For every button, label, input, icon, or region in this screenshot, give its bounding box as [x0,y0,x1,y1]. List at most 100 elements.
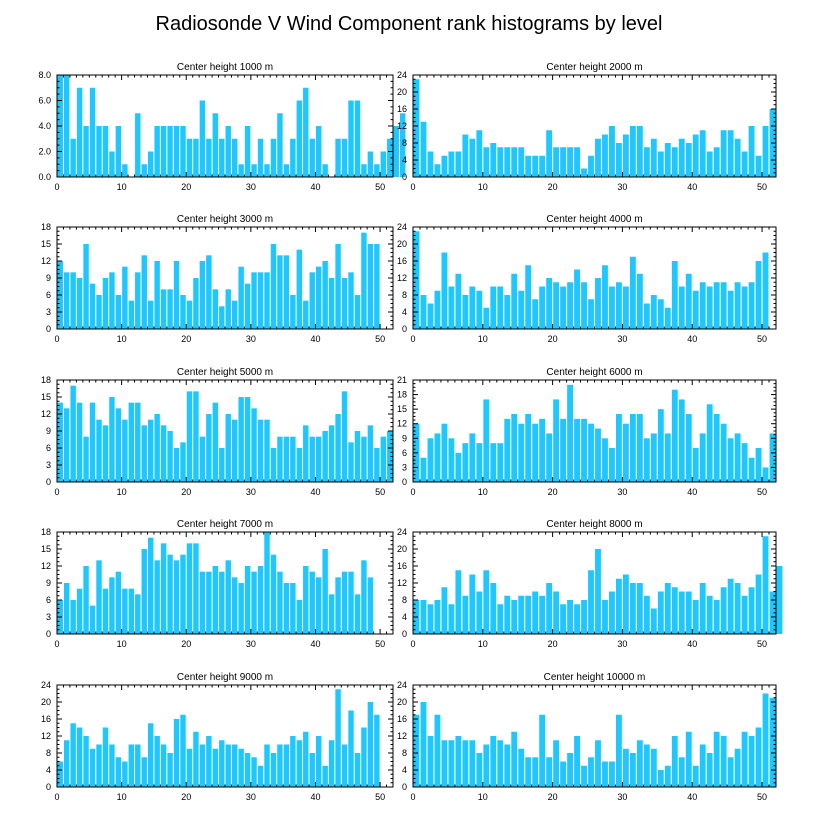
histogram-panel-2: Center height 2000 m 0 10 20 30 40 50 0 4 8 12 16 20… [397,62,777,192]
histogram-bar [251,571,257,634]
histogram-bar [173,261,180,329]
y-tick-label: 18 [41,222,51,232]
histogram-bar [128,402,135,482]
histogram-bar [374,244,380,329]
histogram-bar [283,583,290,634]
histogram-bar [199,100,206,177]
histogram-bar [588,570,594,634]
y-tick-label: 12 [41,256,51,266]
histogram-bar [180,714,186,787]
histogram-bar [135,594,141,634]
histogram-bar [354,295,361,329]
histogram-bar [476,130,483,177]
histogram-bar [270,554,277,634]
histogram-bar [434,433,441,482]
bar-series [413,384,776,482]
histogram-bar [147,151,154,177]
x-tick-label: 20 [548,487,558,497]
histogram-bar [574,418,580,482]
histogram-bar [581,168,587,177]
histogram-bar [348,272,354,329]
y-tick-label: 6 [46,595,51,605]
histogram-bar [413,231,420,329]
x-tick-label: 0 [54,334,59,344]
histogram-bar [244,566,251,634]
histogram-bar [504,744,511,787]
histogram-bar [102,727,109,787]
histogram-bar [57,402,63,482]
histogram-bar [141,255,147,329]
histogram-bar [616,578,622,634]
histogram-bar [616,714,622,787]
histogram-bar [102,425,109,482]
histogram-bar [720,423,727,482]
histogram-bar [650,295,657,329]
histogram-bar [420,295,427,329]
histogram-bar [122,588,128,634]
histogram-bar [741,151,748,177]
histogram-bar [532,155,539,177]
histogram-bar [755,261,762,329]
histogram-bar [678,399,685,482]
y-tick-label: 24 [397,680,407,690]
histogram-bar [89,87,96,177]
histogram-bar [692,600,699,634]
histogram-bar [303,425,309,482]
histogram-bar [671,736,678,787]
histogram-bar [115,126,122,177]
histogram-bar [76,588,83,634]
histogram-bar [225,414,231,482]
x-tick-label: 50 [375,792,385,802]
histogram-bar [518,290,525,329]
x-tick-label: 10 [117,182,127,192]
histogram-bar [504,147,511,177]
histogram-bar [251,757,257,787]
histogram-bar [455,736,462,787]
histogram-bar [309,436,315,482]
histogram-bar [511,731,518,787]
histogram-bar [89,748,96,787]
x-tick-label: 20 [548,639,558,649]
y-tick-label: 20 [397,544,407,554]
histogram-bar [602,438,608,482]
bar-series [57,532,374,634]
histogram-bar [720,282,727,329]
figure-title: Radiosonde V Wind Component rank histogr… [156,13,663,35]
histogram-bar [602,265,608,329]
panel-subtitle: Center height 1000 m [177,62,273,73]
x-tick-label: 40 [687,487,697,497]
y-tick-label: 12 [397,731,407,741]
histogram-bar [361,727,367,787]
histogram-bar [173,719,180,787]
histogram-bar [283,436,290,482]
histogram-bar [206,138,212,177]
histogram-bar [367,244,374,329]
x-tick-label: 40 [310,487,320,497]
histogram-bar [193,543,199,634]
histogram-bar [199,744,206,787]
histogram-bar [762,252,769,329]
histogram-bar [154,261,160,329]
histogram-bar [546,757,553,787]
histogram-bar [748,282,755,329]
histogram-bar [546,130,553,177]
histogram-bar [713,282,720,329]
histogram-bar [193,391,199,482]
histogram-bar [283,255,290,329]
histogram-bar [434,164,441,177]
y-tick-label: 0 [46,629,51,639]
histogram-bar [135,402,141,482]
histogram-bar [699,282,706,329]
histogram-bar [348,571,354,634]
histogram-bar [257,566,264,634]
histogram-bar [727,757,734,787]
histogram-bar [441,587,448,634]
histogram-bar [734,748,741,787]
histogram-bar [76,278,83,329]
histogram-bar [602,134,608,177]
histogram-bar [354,594,361,634]
histogram-bar [225,744,231,787]
histogram-bar [322,164,328,177]
histogram-panel-10: Center height 10000 m 0 10 20 30 40 50 0 4 8 12 16 2… [397,672,777,802]
histogram-bar [692,448,699,482]
